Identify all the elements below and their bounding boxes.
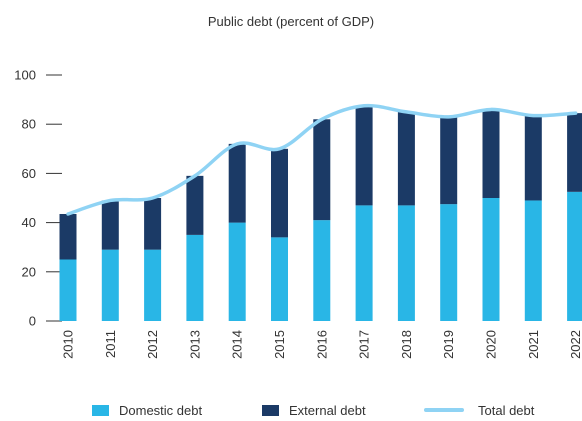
x-tick-label: 2013 [187, 330, 202, 359]
y-tick-label: 40 [22, 215, 36, 230]
x-tick-label: 2016 [314, 330, 329, 359]
x-tick-label: 2019 [441, 330, 456, 359]
bar-external [228, 143, 246, 223]
legend: Domestic debt External debt Total debt [0, 402, 582, 418]
y-tick-label: 60 [22, 166, 36, 181]
bar-external [59, 213, 77, 260]
bar-external [524, 115, 542, 201]
bar-domestic [313, 220, 331, 321]
bar-external [567, 113, 582, 192]
bar-domestic [440, 204, 458, 321]
legend-swatch-domestic [92, 404, 109, 416]
total-debt-line [66, 103, 578, 216]
legend-line-total [424, 408, 464, 412]
legend-item-domestic: Domestic debt [92, 402, 202, 418]
bar-external [440, 116, 458, 205]
bar-external [355, 105, 373, 206]
bar-domestic [355, 205, 373, 321]
bar-domestic [144, 249, 162, 321]
x-tick-label: 2017 [357, 330, 372, 359]
bar-domestic [482, 198, 500, 321]
chart-title: Public debt (percent of GDP) [207, 14, 375, 29]
x-tick-label: 2021 [526, 330, 541, 359]
y-tick-label: 20 [22, 264, 36, 279]
x-tick-label: 2012 [145, 330, 160, 359]
x-tick-label: 2022 [568, 330, 582, 359]
bar-domestic [186, 234, 204, 321]
x-tick-label: 2020 [484, 330, 499, 359]
legend-item-total: Total debt [424, 402, 534, 418]
bar-external [101, 200, 119, 250]
bar-domestic [228, 222, 246, 321]
legend-item-external: External debt [262, 402, 366, 418]
bar-external [186, 175, 204, 235]
bar-domestic [524, 200, 542, 321]
bar-domestic [101, 249, 119, 321]
y-tick-label: 80 [22, 117, 36, 132]
x-tick-label: 2015 [272, 330, 287, 359]
bar-domestic [271, 237, 288, 321]
bar-external [313, 119, 331, 221]
legend-label-external: External debt [289, 402, 366, 418]
bar-domestic [59, 259, 77, 321]
legend-label-total: Total debt [478, 402, 535, 418]
bar-domestic [397, 205, 415, 321]
y-tick-label: 100 [14, 68, 36, 83]
bar-external [271, 148, 288, 238]
bar-external [397, 111, 415, 206]
legend-label-domestic: Domestic debt [119, 402, 203, 418]
x-tick-label: 2011 [103, 330, 118, 358]
legend-swatch-external [262, 404, 279, 416]
x-tick-label: 2018 [399, 330, 414, 359]
bar-domestic [567, 191, 582, 321]
bar-external [144, 198, 162, 250]
y-tick-label: 0 [29, 314, 36, 329]
x-tick-label: 2010 [61, 330, 76, 359]
bar-external [482, 109, 500, 198]
x-tick-label: 2014 [230, 330, 245, 359]
